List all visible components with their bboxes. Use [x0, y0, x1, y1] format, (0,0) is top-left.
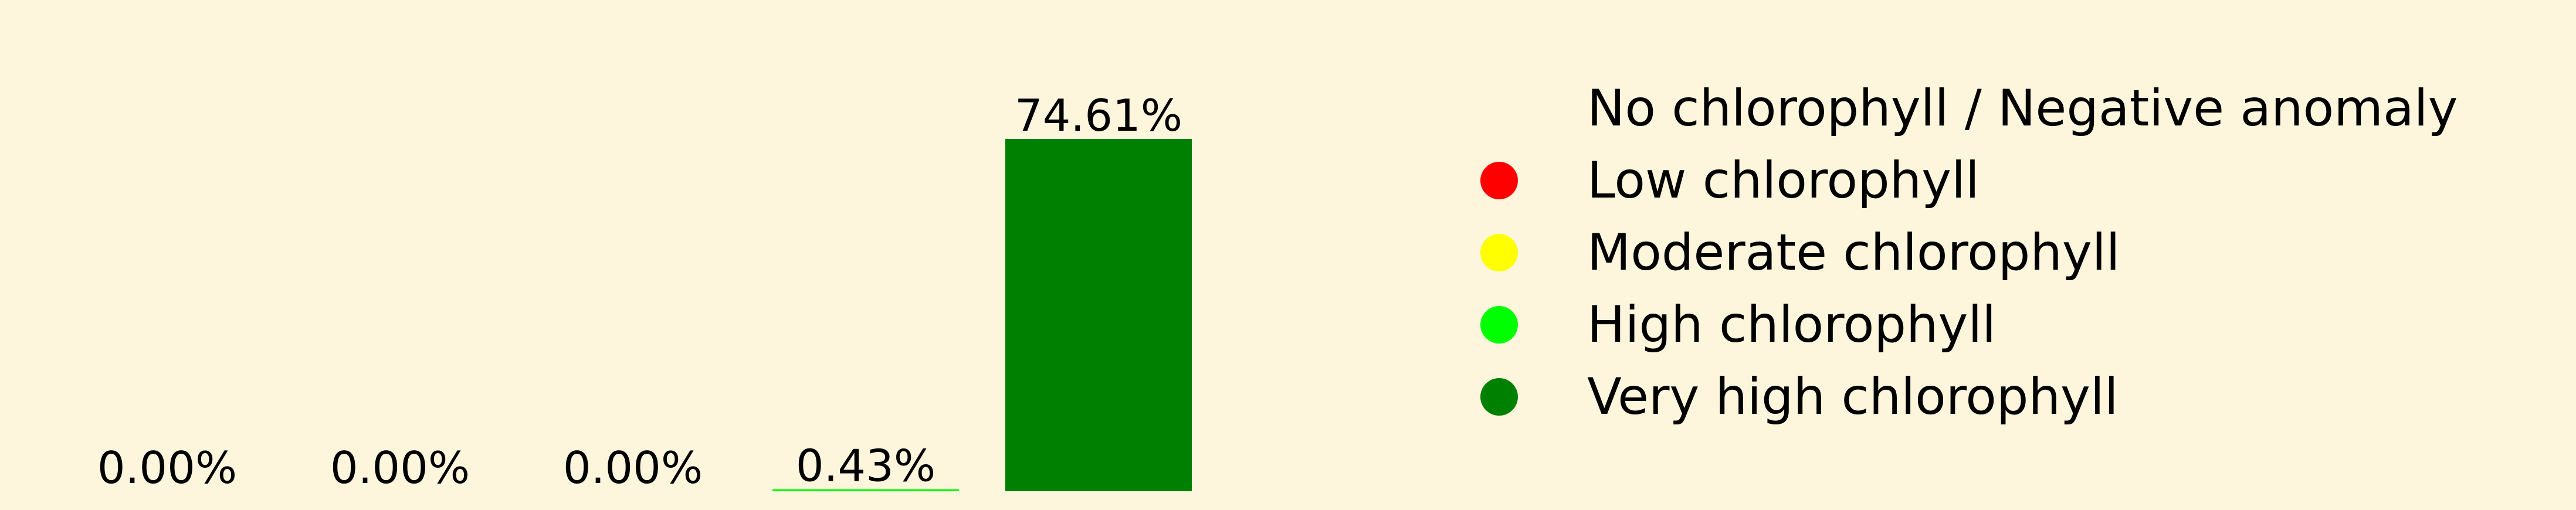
legend: No chlorophyll / Negative anomaly Low chl…: [1480, 79, 2458, 426]
bar-value-label-3: 0.00%: [563, 442, 703, 494]
bar-5: [1005, 139, 1192, 491]
bar-value-label-1: 0.00%: [97, 442, 237, 494]
legend-label-1: No chlorophyll / Negative anomaly: [1587, 79, 2458, 138]
legend-label-5: Very high chlorophyll: [1587, 368, 2119, 426]
bar-value-label-4: 0.43%: [796, 440, 936, 492]
legend-label-2: Low chlorophyll: [1587, 151, 1980, 210]
bars-group: 0.00% 0.00% 0.00% 0.43% 74.61%: [97, 90, 1192, 494]
bar-4: [772, 489, 959, 491]
legend-marker-3: [1480, 234, 1518, 271]
legend-marker-5: [1480, 378, 1518, 416]
legend-marker-2: [1480, 162, 1518, 199]
bar-value-label-5: 74.61%: [1015, 90, 1182, 141]
legend-marker-4: [1480, 306, 1518, 344]
legend-label-3: Moderate chlorophyll: [1587, 223, 2120, 282]
bar-value-label-2: 0.00%: [330, 442, 470, 494]
legend-label-4: High chlorophyll: [1587, 295, 1996, 354]
legend-marker-1: [1480, 90, 1518, 127]
